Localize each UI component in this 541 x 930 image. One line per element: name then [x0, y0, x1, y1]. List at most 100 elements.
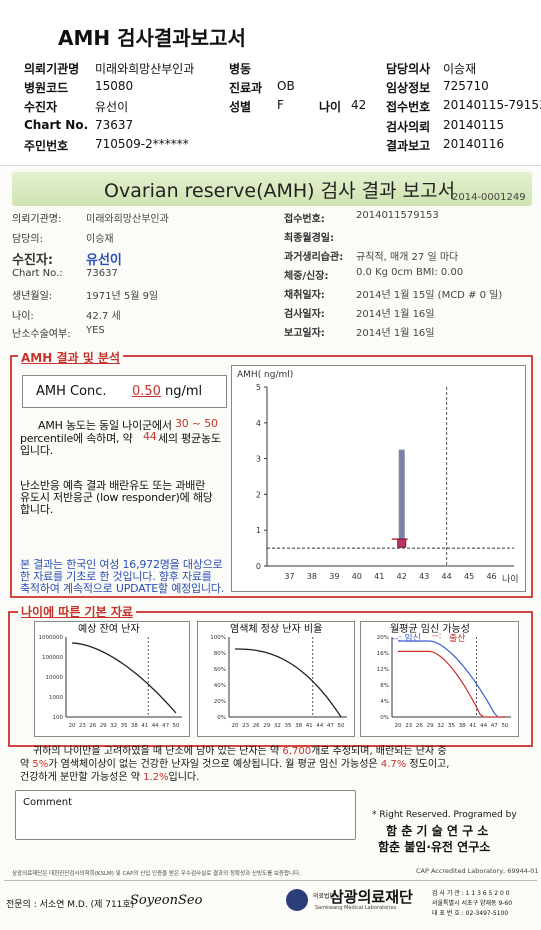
pregnancy-xtick-label: 20: [395, 723, 402, 729]
patient-right-label-2: 과거생리습관:: [284, 252, 344, 263]
amh-chart-xtick-label: 46: [486, 572, 496, 581]
header-value-1-b: OB: [277, 79, 295, 93]
patient-left-value-3: 73637: [86, 268, 118, 279]
amh-section-frame: [10, 355, 533, 598]
comment-box: [15, 790, 356, 840]
amh-chart-xtick-label: 39: [329, 572, 339, 581]
header-value-0-a: 미래와희망산부인과: [95, 62, 195, 76]
oocytes-xtick-label: 50: [173, 723, 180, 729]
oocytes-xtick-label: 29: [100, 723, 107, 729]
pregnancy-xtick-label: 47: [491, 723, 498, 729]
normal-ytick-label: 60%: [214, 667, 226, 673]
normal-xtick-label: 50: [338, 723, 345, 729]
comment-label: Comment: [23, 797, 72, 808]
page-title: AMH 검사결과보고서: [58, 26, 246, 50]
patient-left-label-1: 담당의:: [12, 234, 43, 245]
patient-left-value-0: 미래와희망산부인과: [86, 214, 169, 225]
amh-para1-range: 30 ~ 50: [175, 417, 218, 430]
amh-chart-xtick-label: 42: [397, 572, 407, 581]
oocytes-xtick-label: 20: [69, 723, 76, 729]
oocytes-xtick-label: 38: [131, 723, 138, 729]
pregnancy-xtick-label: 29: [427, 723, 434, 729]
amh-para3-line3: 축적하여 계속적으로 UPDATE할 예정입니다.: [20, 582, 225, 595]
header-label-2-b: 성별: [229, 100, 252, 114]
rights-text: * Right Reserved. Programed by: [372, 810, 517, 820]
header-value-0-c: 이승재: [443, 62, 477, 76]
oocytes-xtick-label: 44: [152, 723, 159, 729]
header-label-3-a: Chart No.: [24, 118, 89, 132]
header-label-0-b: 병동: [229, 62, 252, 76]
normal-xtick-label: 20: [232, 723, 239, 729]
pregnancy-ytick-label: 12%: [377, 667, 389, 673]
amh-para3-line2: 한 자료를 기초로 한 것입니다. 향후 자료를: [20, 570, 212, 583]
oocytes-xtick-label: 26: [89, 723, 96, 729]
mini-chart-normal-frame: [197, 621, 355, 737]
cap-text: CAP Accredited Laboratory, 69944-01: [416, 867, 539, 875]
mini-chart-pregnancy: 20% 16% 12% 8% 4% 0% 20 23 26 29 32 35 38 41 44 47 50: [377, 635, 511, 729]
normal-xtick-label: 41: [306, 723, 313, 729]
oocytes-ytick-label: 100000: [42, 655, 63, 661]
normal-xtick-label: 35: [285, 723, 292, 729]
oocytes-xtick-label: 35: [121, 723, 128, 729]
pregnancy-ytick-label: 8%: [380, 683, 389, 689]
amh-chart-ytick-label: 4: [256, 419, 261, 428]
mini-chart-normal-ratio: 100%80%60%40%20%0%20 23 26 29 32 35 38 41 44 47 50: [210, 635, 347, 729]
header-label-3-c: 검사의뢰: [386, 120, 431, 134]
normal-ytick-label: 0%: [217, 715, 226, 721]
oocytes-curve: [71, 642, 177, 714]
patient-right-value-0: 2014011579153: [356, 210, 439, 221]
pregnancy-ytick-label: 4%: [380, 699, 389, 705]
amh-chart-frame: [231, 365, 526, 592]
amh-para1-b: percentile에 속하며, 약: [20, 432, 133, 445]
pregnancy-ytick-label: 16%: [377, 651, 389, 657]
org-name-1: 함 춘 기 술 연 구 소: [386, 824, 489, 838]
patient-right-label-3: 체중/신장:: [284, 271, 329, 282]
mini-chart-pregnancy-frame: [360, 621, 519, 737]
normal-xtick-label: 23: [242, 723, 249, 729]
patient-right-value-5: 2014년 1월 16일: [356, 309, 435, 320]
header-value-2-d: 42: [351, 98, 367, 112]
amh-chart-xtick-label: 38: [307, 572, 317, 581]
amh-chart-patient-marker: [397, 538, 407, 548]
patient-left-label-0: 의뢰기관명:: [12, 214, 62, 225]
normal-ytick-label: 100%: [210, 635, 226, 641]
header-value-1-a: 15080: [95, 79, 134, 93]
header-value-2-b: F: [277, 98, 284, 112]
contact-line1: 검 사 기 관 : 1 1 3 6 5 2 0 0: [432, 890, 510, 897]
amh-para2-line1: 난소반응 예측 결과 배란유도 또는 과배란: [20, 479, 206, 492]
pregnancy-xtick-label: 26: [416, 723, 423, 729]
header-label-1-a: 병원코드: [24, 81, 69, 95]
amh-chart-ylabel: AMH( ng/ml): [237, 370, 293, 380]
patient-left-label-3: Chart No.:: [12, 268, 63, 279]
amh-para1-d: 입니다.: [20, 444, 54, 457]
header-value-2-c: 20140115-79153: [443, 98, 541, 112]
pregnancy-xtick-label: 23: [405, 723, 412, 729]
pregnancy-ytick-label: 0%: [380, 715, 389, 721]
amh-chart-xtick-label: 43: [419, 572, 429, 581]
footer-divider: [4, 880, 537, 881]
header-value-1-c: 725710: [443, 79, 489, 93]
amh-chart-xlabel: 나이: [502, 574, 519, 585]
summary-line3: 건강하게 분만할 가능성은 약 1.2%입니다.: [20, 772, 200, 783]
pregnancy-xtick-label: 38: [459, 723, 466, 729]
footnote: 삼광의료재단은 대한진단검사의학회(KSLM) 및 CAP의 신입 인증을 받은…: [12, 871, 301, 877]
amh-conc-box: [22, 375, 227, 408]
patient-left-label-2: 수진자:: [12, 253, 54, 268]
amh-chart-xtick-label: 45: [464, 572, 474, 581]
patient-left-value-2: 유선이: [86, 253, 122, 268]
document-number: 2014-0001249: [452, 192, 526, 203]
patient-right-value-6: 2014년 1월 16일: [356, 328, 435, 339]
patient-right-label-5: 검사일자:: [284, 309, 325, 320]
amh-chart-xtick-label: 40: [352, 572, 362, 581]
mini-chart-normal-title: 염색체 정상 난자 비율: [230, 624, 323, 635]
header-label-1-c: 임상정보: [386, 81, 431, 95]
basics-section-title: 나이에 따른 기본 자료: [18, 603, 136, 620]
patient-left-value-5: 42.7 세: [86, 311, 121, 322]
oocytes-xtick-label: 23: [79, 723, 86, 729]
pregnancy-xtick-label: 35: [448, 723, 455, 729]
normal-xtick-label: 26: [253, 723, 260, 729]
header-label-2-a: 수진자: [24, 100, 58, 114]
pregnancy-xtick-label: 44: [480, 723, 487, 729]
pregnancy-ytick-label: 20%: [377, 635, 389, 641]
header-label-4-a: 주민번호: [24, 139, 69, 153]
